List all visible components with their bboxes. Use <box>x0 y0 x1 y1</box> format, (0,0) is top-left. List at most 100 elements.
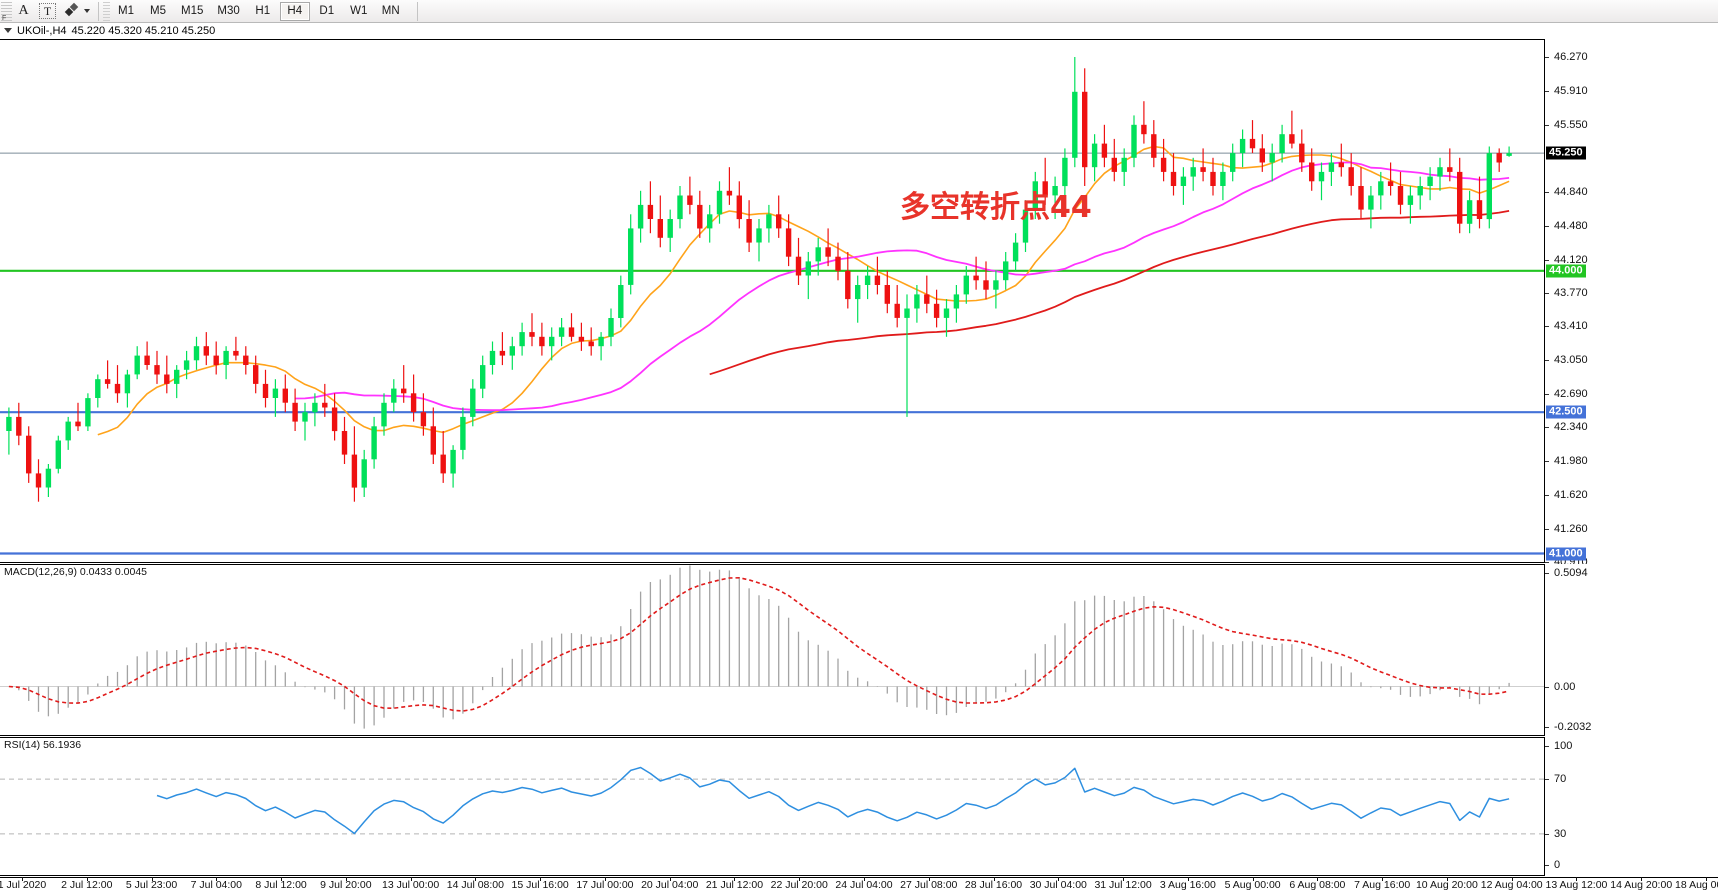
timeframe-m15[interactable]: M15 <box>181 5 204 17</box>
price-tick-44.480: 44.480 <box>1545 220 1588 232</box>
time-label-0: 1 Jul 2020 <box>0 879 47 891</box>
time-label-6: 13 Jul 00:00 <box>382 879 440 891</box>
macd-plot[interactable] <box>0 565 1544 735</box>
time-tick <box>734 877 736 881</box>
time-label-3: 7 Jul 04:00 <box>190 879 242 891</box>
price-tick-42.340: 42.340 <box>1545 421 1588 433</box>
rsi-scale[interactable]: 100 70 30 0 <box>1544 737 1718 876</box>
time-tick <box>928 877 930 881</box>
toolbar-divider-2 <box>416 1 418 21</box>
price-scale[interactable]: 46.270 45.910 45.550 44.840 44.480 44.120 43.7… <box>1544 39 1718 568</box>
rsi-tick-0: 0 <box>1545 859 1560 871</box>
time-label-2: 5 Jul 23:00 <box>125 879 178 891</box>
macd-pane[interactable]: MACD(12,26,9) 0.0433 0.0045 <box>0 564 1544 736</box>
macd-tick-0.5094: 0.5094 <box>1545 567 1588 579</box>
time-label-24: 13 Aug 12:00 <box>1545 879 1608 891</box>
price-tick-41.980: 41.980 <box>1545 455 1588 467</box>
time-label-16: 30 Jul 04:00 <box>1029 879 1087 891</box>
time-label-23: 12 Aug 04:00 <box>1480 879 1543 891</box>
toolbar-drag-handle[interactable] <box>1 1 12 22</box>
price-level-tag-44.000[interactable]: 44.000 <box>1546 264 1586 278</box>
price-pane[interactable]: 多空转折点44 <box>0 39 1544 563</box>
price-plot[interactable] <box>0 40 1544 562</box>
time-label-1: 2 Jul 12:00 <box>61 879 113 891</box>
text-box-button[interactable]: T <box>35 1 60 22</box>
price-tick-43.770: 43.770 <box>1545 287 1588 299</box>
timeframe-drag-handle[interactable] <box>103 1 110 21</box>
time-tick <box>1252 877 1254 881</box>
price-tick-44.840: 44.840 <box>1545 186 1588 198</box>
timeframe-w1[interactable]: W1 <box>350 5 368 17</box>
timeframe-h1[interactable]: H1 <box>255 5 271 17</box>
time-label-9: 17 Jul 00:00 <box>576 879 634 891</box>
timeframe-h4[interactable]: H4 <box>279 1 310 21</box>
text-box-icon: T <box>39 3 56 19</box>
price-tick-44.120: 44.120 <box>1545 254 1588 266</box>
time-tick <box>1187 877 1189 881</box>
time-label-5: 9 Jul 20:00 <box>320 879 372 891</box>
timeframe-d1[interactable]: D1 <box>319 5 335 17</box>
price-tick-46.270: 46.270 <box>1545 51 1588 63</box>
collapse-triangle-icon[interactable] <box>4 28 12 33</box>
time-label-22: 10 Aug 20:00 <box>1415 879 1478 891</box>
time-tick <box>540 877 542 881</box>
macd-tick--0.2032: -0.2032 <box>1545 721 1591 733</box>
time-label-12: 22 Jul 20:00 <box>770 879 828 891</box>
rsi-plot[interactable] <box>0 738 1544 875</box>
time-label-13: 24 Jul 04:00 <box>835 879 893 891</box>
price-level-tag-42.500[interactable]: 42.500 <box>1546 405 1586 419</box>
time-label-8: 15 Jul 16:00 <box>511 879 569 891</box>
main-toolbar: A T M1 M5 M15 M30 H1 H4 D1 W1 MN <box>0 0 1718 23</box>
rsi-pane[interactable]: RSI(14) 56.1936 <box>0 737 1544 876</box>
rsi-tick-100: 100 <box>1545 740 1572 752</box>
time-label-21: 7 Aug 16:00 <box>1354 879 1411 891</box>
price-tick-45.910: 45.910 <box>1545 85 1588 97</box>
time-label-19: 5 Aug 00:00 <box>1224 879 1281 891</box>
dropdown-caret-icon[interactable] <box>84 9 90 13</box>
price-tick-41.620: 41.620 <box>1545 489 1588 501</box>
price-level-tag-45.250[interactable]: 45.250 <box>1546 146 1586 160</box>
time-tick <box>604 877 606 881</box>
text-label-icon[interactable]: A <box>18 3 29 18</box>
rsi-tick-30: 30 <box>1545 828 1566 840</box>
time-tick <box>1511 877 1513 881</box>
macd-svg <box>0 565 1544 729</box>
timeframe-m1[interactable]: M1 <box>118 5 134 17</box>
time-tick <box>475 877 477 881</box>
time-tick <box>216 877 218 881</box>
price-tick-43.050: 43.050 <box>1545 354 1588 366</box>
time-tick <box>669 877 671 881</box>
shapes-icon <box>64 2 81 19</box>
timeframe-m30[interactable]: M30 <box>217 5 240 17</box>
chart-area[interactable]: UKOil-,H4 45.220 45.320 45.210 45.250 多空… <box>0 23 1718 892</box>
timeframe-mn[interactable]: MN <box>381 5 400 17</box>
symbol-name: UKOil-,H4 <box>17 24 67 37</box>
time-tick <box>1641 877 1643 881</box>
time-tick <box>1317 877 1319 881</box>
timeframe-m5[interactable]: M5 <box>150 5 166 17</box>
macd-label: MACD(12,26,9) 0.0433 0.0045 <box>3 566 149 578</box>
toolbar-divider <box>98 1 99 21</box>
timeframe-group: M1 M5 M15 M30 H1 H4 D1 W1 MN <box>110 1 407 21</box>
time-tick <box>1382 877 1384 881</box>
price-tick-42.690: 42.690 <box>1545 388 1588 400</box>
time-label-17: 31 Jul 12:00 <box>1094 879 1152 891</box>
time-tick <box>281 877 283 881</box>
symbol-info-bar: UKOil-,H4 45.220 45.320 45.210 45.250 <box>0 23 1718 38</box>
price-candles-svg <box>0 57 1544 555</box>
time-label-11: 21 Jul 12:00 <box>705 879 764 891</box>
time-tick <box>799 877 801 881</box>
shapes-button[interactable] <box>60 1 94 22</box>
macd-tick-0.00: 0.00 <box>1545 681 1575 693</box>
macd-scale[interactable]: 0.5094 0.00 -0.2032 <box>1544 564 1718 736</box>
time-tick <box>1706 877 1707 881</box>
time-label-14: 27 Jul 08:00 <box>900 879 958 891</box>
time-label-10: 20 Jul 04:00 <box>641 879 699 891</box>
time-tick <box>993 877 995 881</box>
rsi-label: RSI(14) 56.1936 <box>3 739 83 751</box>
time-label-26: 18 Aug 00:00 <box>1675 879 1718 891</box>
chart-annotation-text: 多空转折点44 <box>900 190 1092 225</box>
time-label-25: 14 Aug 20:00 <box>1610 879 1673 891</box>
price-level-tag-41.000[interactable]: 41.000 <box>1546 547 1586 561</box>
time-scale[interactable]: 1 Jul 2020 2 Jul 12:00 5 Jul 23:00 7 Jul 04… <box>0 877 1718 892</box>
